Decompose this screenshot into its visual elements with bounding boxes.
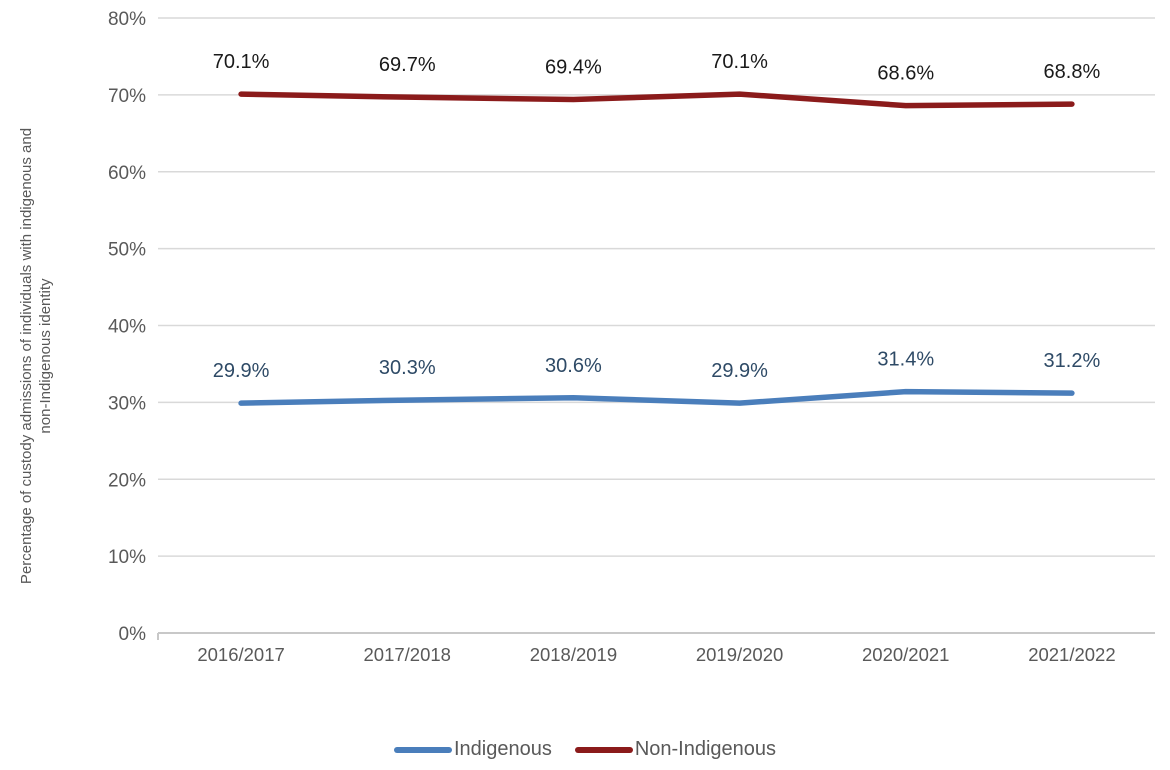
data-label-indigenous: 30.6% — [545, 355, 602, 377]
non-indigenous-line-swatch-icon — [574, 746, 633, 753]
chart-legend: Indigenous Non-Indigenous — [0, 738, 1170, 761]
data-label-non-indigenous: 69.4% — [545, 56, 602, 78]
legend-label-indigenous: Indigenous — [453, 738, 552, 760]
data-label-indigenous: 31.4% — [877, 349, 934, 371]
data-label-non-indigenous: 68.6% — [877, 63, 934, 85]
data-label-non-indigenous: 69.7% — [379, 54, 436, 76]
x-tick-label: 2018/2019 — [530, 644, 617, 665]
y-tick-label: 40% — [108, 317, 146, 338]
data-label-indigenous: 30.3% — [379, 357, 436, 379]
indigenous-line-swatch-icon — [393, 746, 452, 753]
legend-item-non-indigenous: Non-Indigenous — [574, 738, 777, 761]
legend-item-indigenous: Indigenous — [393, 738, 552, 761]
series-line-non-indigenous — [238, 91, 1075, 109]
y-tick-label: 50% — [108, 240, 146, 261]
y-tick-label: 0% — [119, 624, 147, 645]
series-line-indigenous — [238, 388, 1075, 406]
y-tick-label: 20% — [108, 470, 146, 491]
y-tick-label: 60% — [108, 163, 146, 184]
y-axis-title: Percentage of custody admissions of indi… — [18, 127, 54, 585]
y-tick-label: 30% — [108, 393, 146, 414]
y-tick-label: 10% — [108, 547, 146, 568]
x-tick-label: 2020/2021 — [862, 644, 949, 665]
data-label-indigenous: 29.9% — [711, 360, 768, 382]
data-label-non-indigenous: 70.1% — [711, 51, 768, 73]
x-tick-label: 2016/2017 — [197, 644, 284, 665]
x-tick-label: 2021/2022 — [1028, 644, 1115, 665]
data-label-indigenous: 31.2% — [1044, 350, 1101, 372]
legend-label-non-indigenous: Non-Indigenous — [634, 738, 777, 760]
x-tick-label: 2019/2020 — [696, 644, 783, 665]
y-tick-label: 80% — [108, 9, 146, 30]
data-label-non-indigenous: 68.8% — [1044, 61, 1101, 83]
data-label-non-indigenous: 70.1% — [213, 51, 270, 73]
chart-canvas: 0% 10% 20% 30% 40% 50% 60% 70% 80% 2016/2017 2017/… — [108, 9, 1155, 665]
x-tick-label: 2017/2018 — [364, 644, 451, 665]
data-label-indigenous: 29.9% — [213, 360, 270, 382]
y-tick-label: 70% — [108, 86, 146, 107]
